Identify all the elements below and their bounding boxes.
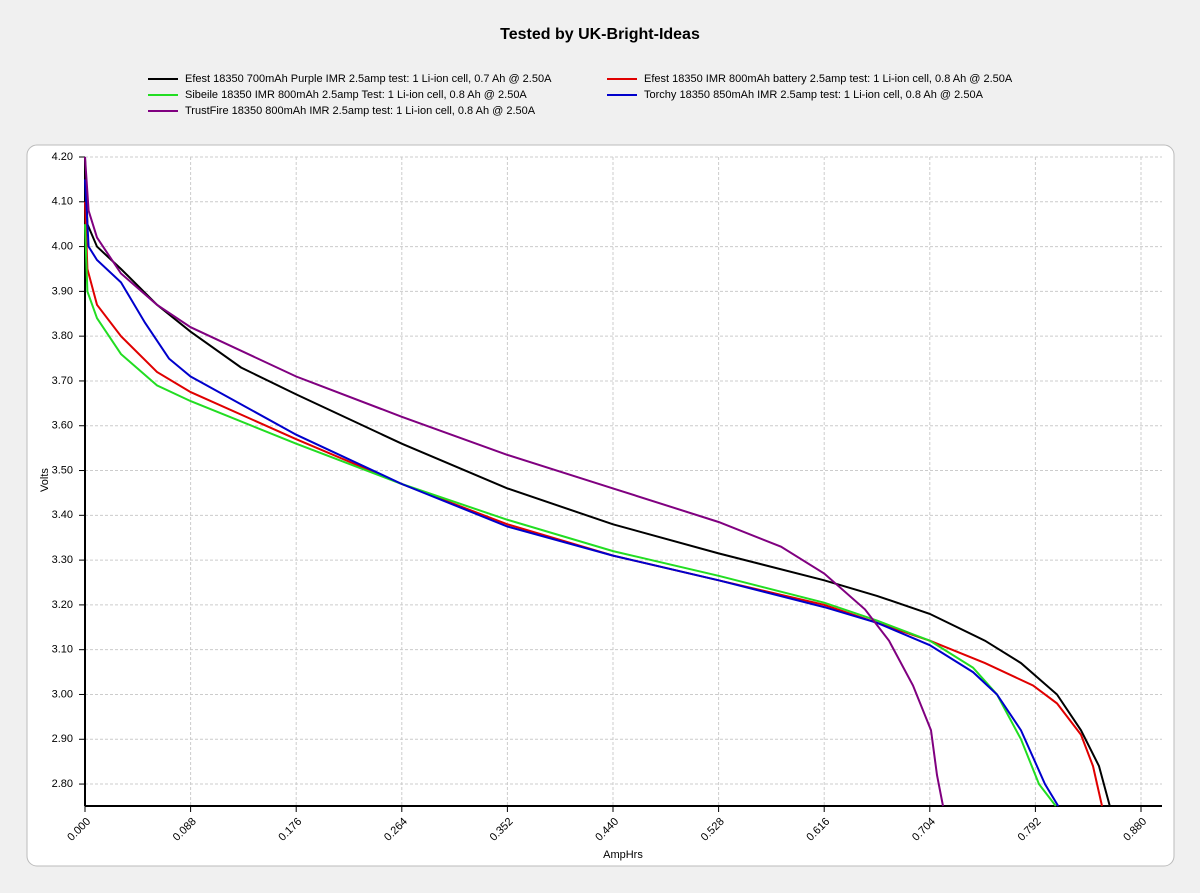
y-tick-label: 3.10 — [52, 644, 73, 656]
y-tick-label: 2.80 — [52, 778, 73, 790]
y-tick-label: 3.60 — [52, 420, 73, 432]
legend-label: Torchy 18350 850mAh IMR 2.5amp test: 1 L… — [644, 89, 984, 101]
x-axis-label: AmpHrs — [603, 849, 643, 861]
chart-title: Tested by UK-Bright-Ideas — [500, 26, 700, 43]
y-tick-label: 4.10 — [52, 196, 73, 208]
chart-panel — [26, 144, 1175, 867]
series-line — [84, 179, 1060, 807]
y-tick-label: 3.70 — [52, 375, 73, 387]
y-tick-label: 3.00 — [52, 688, 73, 700]
y-tick-label: 3.50 — [52, 464, 73, 476]
legend-label: TrustFire 18350 800mAh IMR 2.5amp test: … — [185, 105, 536, 117]
y-tick-label: 3.20 — [52, 599, 73, 611]
y-tick-label: 3.40 — [52, 509, 73, 521]
y-tick-label: 3.30 — [52, 554, 73, 566]
y-tick-label: 2.90 — [52, 733, 73, 745]
y-tick-label: 3.80 — [52, 330, 73, 342]
legend-label: Efest 18350 700mAh Purple IMR 2.5amp tes… — [185, 73, 552, 85]
series-line — [84, 156, 1111, 807]
y-tick-label: 4.00 — [52, 240, 73, 252]
y-tick-label: 3.90 — [52, 285, 73, 297]
series-line — [84, 156, 944, 807]
y-axis-label: Volts — [39, 468, 51, 492]
y-tick-label: 4.20 — [52, 151, 73, 163]
legend-label: Sibeile 18350 IMR 800mAh 2.5amp Test: 1 … — [185, 89, 527, 101]
legend-label: Efest 18350 IMR 800mAh battery 2.5amp te… — [644, 73, 1013, 85]
